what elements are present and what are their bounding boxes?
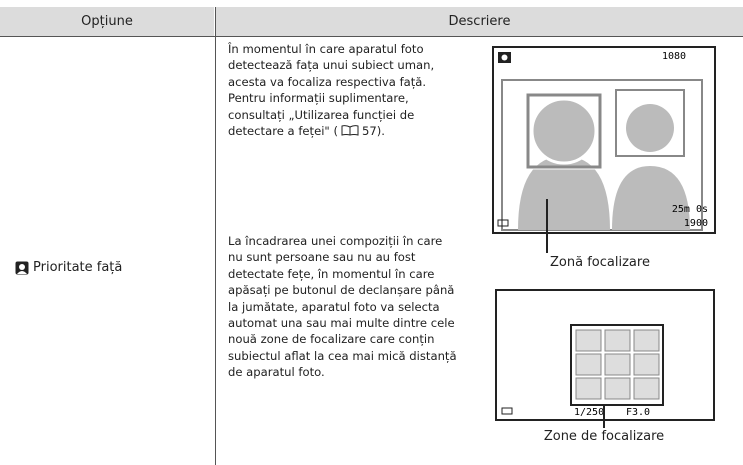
rule bbox=[0, 36, 743, 37]
screen-text: 25m 0s bbox=[672, 204, 708, 215]
screen-illustration: 1/250 F3.0 bbox=[495, 289, 715, 428]
text-line: consultați „Utilizarea funcției de bbox=[228, 107, 415, 122]
face-icon bbox=[15, 261, 29, 274]
option-cell: Prioritate față bbox=[15, 260, 122, 275]
column-rule bbox=[215, 7, 216, 465]
description: În momentul în care aparatul foto detect… bbox=[228, 41, 493, 139]
text-line: detectate fețe, în momentul în care bbox=[228, 266, 435, 281]
screen-illustration: 1080 25m 0s 1900 bbox=[492, 46, 716, 253]
column-header: Opțiune bbox=[0, 7, 214, 36]
text-line: la jumătate, aparatul foto va selecta bbox=[228, 299, 440, 314]
text-line: de aparatul foto. bbox=[228, 365, 325, 380]
text-line: subiectul aflat la cea mai mică distanță bbox=[228, 348, 457, 363]
description: La încadrarea unei compoziții în care nu… bbox=[228, 233, 493, 381]
text-line: În momentul în care aparatul foto bbox=[228, 42, 424, 56]
figure-caption: Zonă focalizare bbox=[550, 255, 650, 270]
option-label: Prioritate față bbox=[33, 260, 123, 275]
book-icon bbox=[341, 125, 359, 136]
screen-text: 1080 bbox=[662, 51, 686, 62]
figure-caption: Zone de focalizare bbox=[543, 429, 665, 444]
screen-text: F3.0 bbox=[626, 407, 650, 418]
text-line: apăsați pe butonul de declanșare până bbox=[228, 283, 455, 298]
text-line: La încadrarea unei compoziții în care bbox=[228, 234, 443, 248]
screen-text: 1/250 bbox=[574, 407, 604, 418]
text: 57). bbox=[361, 124, 385, 139]
text-line: detectează fața unui subiect uman, bbox=[228, 58, 435, 73]
text-line: nouă zone de focalizare care conțin bbox=[228, 332, 435, 347]
screen-text: 1900 bbox=[684, 218, 708, 229]
text-line: Pentru informații suplimentare, bbox=[228, 91, 409, 106]
text-line: nu sunt persoane sau nu au fost bbox=[228, 250, 416, 265]
column-header: Descriere bbox=[216, 7, 743, 36]
text-line: acesta va focaliza respectiva față. bbox=[228, 74, 427, 89]
text: detectare a feței" ( bbox=[228, 124, 338, 139]
text-line: detectare a feței" ( 57). bbox=[228, 123, 493, 139]
text-line: automat una sau mai multe dintre cele bbox=[228, 316, 455, 331]
